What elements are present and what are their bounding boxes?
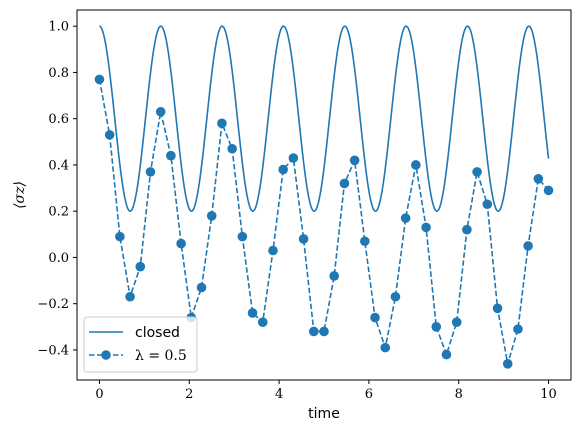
lambda-point [472, 167, 482, 177]
lambda-point [299, 234, 309, 244]
lambda-point [391, 292, 401, 302]
lambda-point [319, 327, 329, 337]
x-axis-ticks: 0 2 4 6 8 10 [95, 380, 557, 402]
lambda-point [95, 75, 105, 85]
lambda-point [238, 232, 248, 242]
lambda-point [462, 225, 472, 235]
y-axis-label: ⟨σz⟩ [12, 181, 28, 209]
x-tick-label: 8 [455, 387, 463, 402]
y-tick-label: 0.4 [48, 158, 69, 173]
lambda-point [309, 327, 319, 337]
lambda-point [278, 165, 288, 175]
lambda-point [401, 213, 411, 223]
y-tick-label: 0.0 [48, 251, 69, 266]
x-tick-label: 10 [540, 387, 557, 402]
y-tick-label: 1.0 [48, 20, 69, 35]
y-tick-label: 0.6 [48, 112, 69, 127]
lambda-point [156, 107, 166, 117]
lambda-point [197, 283, 207, 293]
lambda-point [227, 144, 237, 154]
y-tick-label: 0.2 [48, 205, 69, 220]
lambda-point [115, 232, 125, 242]
lambda-point [125, 292, 135, 302]
lambda-point [452, 317, 462, 327]
lambda-point [146, 167, 156, 177]
legend: closed λ = 0.5 [84, 317, 197, 372]
lambda-point [370, 313, 380, 323]
lambda-point [217, 119, 227, 129]
legend-lambda-marker [101, 350, 111, 360]
lambda-point [442, 350, 452, 360]
lambda-point [513, 324, 523, 334]
lambda-point [207, 211, 217, 221]
lambda-point [105, 130, 115, 140]
lambda-point [248, 308, 258, 318]
lambda-point [534, 174, 544, 184]
lambda-point [503, 359, 513, 369]
lambda-point [482, 199, 492, 209]
lambda-point [329, 271, 339, 281]
y-axis-ticks: −0.4 −0.2 0.0 0.2 0.4 0.6 0.8 1.0 [37, 20, 77, 359]
lambda-point [411, 160, 421, 170]
lambda-point [340, 179, 350, 189]
x-tick-label: 2 [185, 387, 193, 402]
lambda-point [544, 186, 554, 196]
lambda-point [289, 153, 299, 163]
legend-closed-label: closed [135, 325, 180, 341]
lambda-point [135, 262, 145, 272]
y-tick-label: −0.4 [37, 343, 69, 358]
lambda-point [380, 343, 390, 353]
lambda-point [431, 322, 441, 332]
lambda-point [421, 223, 431, 233]
legend-lambda-label: λ = 0.5 [135, 348, 187, 364]
lambda-point [268, 246, 278, 256]
y-tick-label: −0.2 [37, 297, 69, 312]
lambda-point [350, 156, 360, 166]
x-tick-label: 6 [365, 387, 373, 402]
lambda-point [258, 317, 268, 327]
x-tick-label: 4 [275, 387, 283, 402]
y-tick-label: 0.8 [48, 66, 69, 81]
lambda-point [360, 236, 370, 246]
lambda-point [523, 241, 533, 251]
lambda-point [493, 304, 503, 314]
x-tick-label: 0 [95, 387, 103, 402]
lambda-point [176, 239, 186, 249]
lambda-point [166, 151, 176, 161]
x-axis-label: time [308, 406, 340, 422]
